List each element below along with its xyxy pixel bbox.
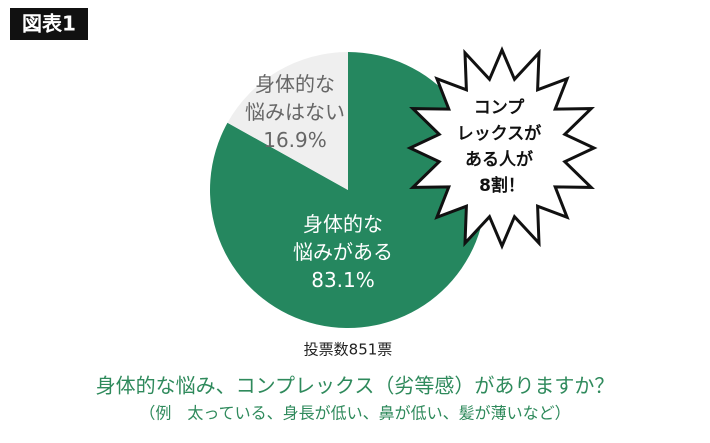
callout-burst bbox=[406, 46, 598, 250]
slice-label-line: 身体的な bbox=[255, 72, 335, 96]
callout-line: レックスが bbox=[457, 123, 542, 144]
badge-text: 図表1 bbox=[22, 12, 76, 36]
slice-label-line: 身体的な bbox=[303, 212, 383, 236]
badge bbox=[10, 8, 88, 40]
note: 投票数851票 bbox=[304, 341, 393, 359]
slice-label: 身体的な悩みがある 83.1% bbox=[293, 212, 393, 292]
pie-slice bbox=[227, 52, 348, 190]
callout-line: 8割！ bbox=[479, 175, 525, 196]
slice-label-line: 悩みがある bbox=[293, 240, 393, 264]
value-label: 16.9% bbox=[263, 128, 327, 152]
chart-title: 身体的な悩み、コンプレックス（劣等感）がありますか？ bbox=[96, 374, 615, 398]
slice-label-line: 悩みはない bbox=[245, 100, 345, 124]
callout-line: ある人が bbox=[465, 149, 533, 170]
callout-line: コンプ bbox=[474, 97, 525, 118]
pie bbox=[210, 52, 487, 328]
value-label: 83.1% bbox=[311, 268, 375, 292]
callout-text: コンプ レックスが ある人が 8割！ bbox=[457, 97, 547, 196]
chart-subtitle: （例 太っている、身長が低い、鼻が低い、髪が薄いなど） bbox=[139, 404, 570, 423]
slice-label: 身体的な悩みはない 16.9% bbox=[245, 72, 345, 152]
